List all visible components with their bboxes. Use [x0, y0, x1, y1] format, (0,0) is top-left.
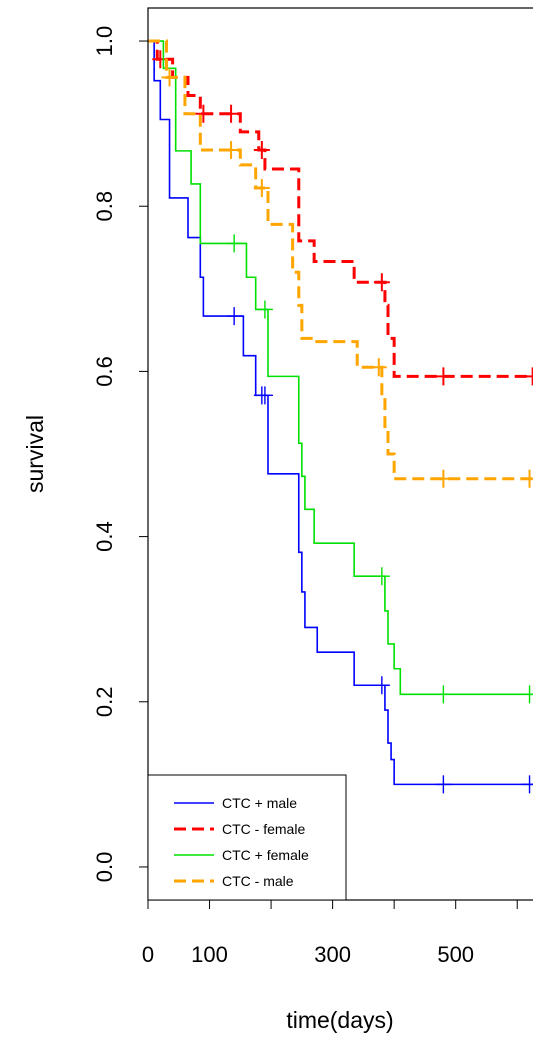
censor-mark	[223, 141, 240, 160]
series-line-2	[148, 39, 533, 378]
y-tick-label: 0.0	[92, 852, 117, 883]
censor-mark	[435, 775, 452, 794]
y-tick-label: 0.2	[92, 686, 117, 717]
censor-mark	[253, 179, 270, 198]
censor-mark	[253, 141, 270, 160]
censor-mark	[373, 567, 390, 586]
x-tick-label: 0	[142, 942, 154, 967]
y-axis-title: survival	[22, 415, 48, 493]
y-tick-label: 0.4	[92, 521, 117, 552]
censor-mark	[373, 676, 390, 695]
x-tick-label: 300	[314, 942, 351, 967]
x-axis: 0 100 300 500	[142, 900, 518, 967]
x-tick-label: 500	[437, 942, 474, 967]
legend-label: CTC + female	[222, 847, 309, 863]
censor-mark	[370, 358, 387, 377]
series-line-3	[148, 40, 533, 696]
survival-curves	[148, 39, 533, 794]
censor-mark	[195, 104, 212, 123]
series-line-1	[148, 40, 533, 786]
censor-mark	[521, 775, 533, 794]
legend-label: CTC + male	[222, 795, 297, 811]
x-tick-label: 100	[191, 942, 228, 967]
plot-frame	[147, 7, 533, 901]
y-tick-label: 0.8	[92, 191, 117, 222]
x-axis-title: time(days)	[286, 1007, 393, 1033]
legend-label: CTC - female	[222, 821, 305, 837]
censor-mark	[373, 273, 390, 292]
censor-mark	[521, 685, 533, 704]
censor-mark	[161, 68, 178, 87]
censor-mark	[435, 469, 452, 488]
legend: CTC + male CTC - female CTC + female CTC - …	[147, 774, 347, 901]
y-tick-label: 1.0	[92, 26, 117, 57]
censor-mark	[223, 104, 240, 123]
censor-mark	[524, 367, 533, 386]
y-tick-label: 0.6	[92, 356, 117, 387]
censor-mark	[226, 234, 243, 253]
series-line-4	[148, 39, 533, 481]
legend-label: CTC - male	[222, 873, 294, 889]
censor-mark	[435, 367, 452, 386]
censor-mark	[256, 386, 273, 405]
censor-mark	[435, 685, 452, 704]
y-axis: 0.0 0.2 0.4 0.6 0.8 1.0	[92, 26, 148, 883]
legend-box	[147, 774, 347, 901]
censor-mark	[521, 469, 533, 488]
censor-mark	[256, 300, 273, 319]
censor-mark	[226, 307, 243, 326]
